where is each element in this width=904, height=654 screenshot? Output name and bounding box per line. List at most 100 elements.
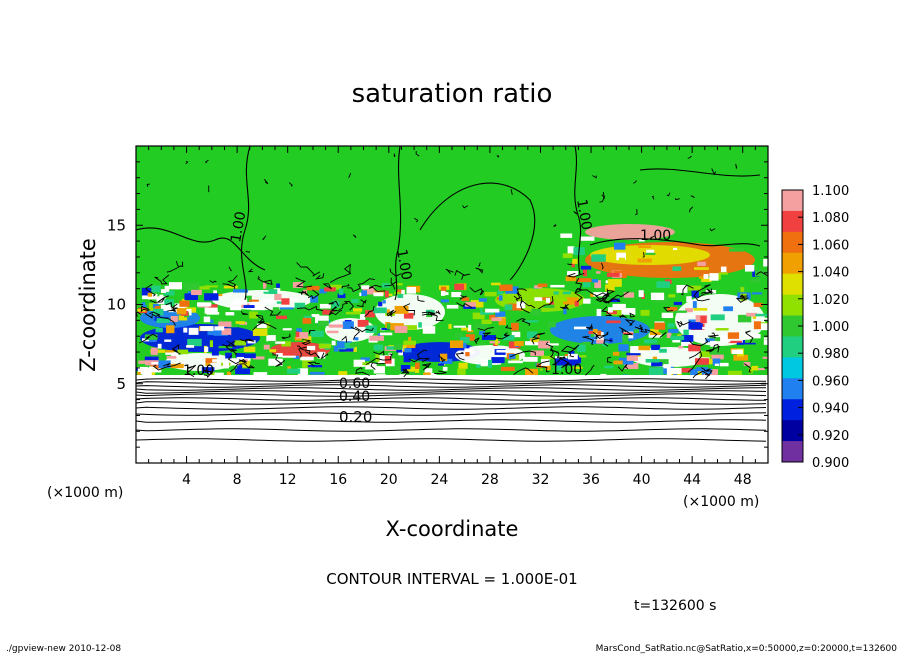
time-stamp: t=132600 s: [634, 598, 716, 614]
field-cell: [443, 292, 449, 296]
field-cell: [565, 275, 577, 282]
field-cell: [300, 356, 314, 361]
field-cell: [550, 284, 565, 288]
field-cell: [263, 291, 273, 294]
field-cell: [637, 258, 652, 263]
contour-line: [136, 401, 767, 405]
contour-line: [735, 294, 750, 303]
colorbar-swatch: [782, 231, 803, 254]
x-tick-label: 44: [683, 472, 701, 488]
plot-area: [136, 146, 768, 463]
colorbar-tick-label: 0.980: [812, 347, 849, 362]
field-cell: [138, 360, 146, 364]
field-cell: [595, 271, 601, 274]
field-cell: [667, 323, 675, 328]
contour-line: [301, 339, 311, 346]
field-cell: [336, 341, 352, 349]
field-cell: [263, 344, 270, 350]
x-tick-label: 20: [380, 472, 398, 488]
field-cell: [720, 335, 731, 343]
field-cell: [331, 300, 340, 309]
field-cell: [144, 334, 158, 340]
field-cell: [498, 318, 507, 326]
field-cell: [454, 283, 465, 290]
field-cell: [590, 333, 595, 338]
field-cell: [612, 303, 626, 310]
contour-line: [239, 338, 255, 343]
field-cell: [423, 372, 431, 375]
contour-line: [603, 339, 613, 347]
contour-line: [144, 312, 157, 319]
field-cell: [580, 236, 595, 241]
field-cell: [489, 340, 500, 344]
field-cell: [382, 300, 386, 304]
field-cell: [709, 337, 721, 342]
field-cell: [403, 344, 416, 350]
contour-line: [229, 363, 255, 373]
contour-lines: [136, 146, 768, 442]
field-cell: [440, 358, 453, 365]
field-cell: [608, 307, 613, 313]
field-cell: [688, 322, 703, 330]
field-cell: [354, 332, 368, 338]
field-cell: [630, 346, 645, 354]
contour-line: [582, 336, 595, 345]
contour-line: [445, 268, 454, 274]
field-cell: [567, 271, 579, 276]
field-cell: [531, 308, 542, 316]
contour-line: [592, 331, 609, 337]
field-cell: [247, 340, 256, 344]
field-cell: [733, 354, 749, 361]
contour-line: [373, 350, 385, 356]
field-cell: [141, 302, 146, 307]
field-cell: [440, 286, 447, 293]
contour-line: [136, 384, 767, 388]
colorbar-tick-label: 0.920: [812, 429, 849, 444]
field-cell: [306, 285, 320, 291]
field-cell: [530, 350, 545, 356]
contour-line: [186, 364, 197, 377]
field-cell: [155, 327, 163, 333]
field-cell: [507, 293, 515, 298]
contour-line: [594, 294, 621, 304]
field-cell: [199, 286, 210, 290]
field-cell: [576, 278, 592, 283]
field-cell: [499, 284, 513, 292]
contour-line: [149, 295, 169, 303]
field-cell: [153, 308, 164, 316]
field-cell: [324, 287, 336, 292]
contour-label: 1.00: [393, 248, 414, 281]
field-cell: [703, 273, 709, 279]
field-cell: [574, 300, 579, 307]
field-cell: [553, 291, 559, 295]
field-cell: [579, 355, 587, 358]
contour-line: [574, 277, 583, 303]
field-cell: [322, 309, 330, 315]
field-cell: [243, 346, 256, 353]
contour-line: [136, 378, 766, 382]
field-cell: [661, 312, 674, 319]
field-cell: [672, 337, 681, 343]
contour-line: [483, 332, 492, 338]
field-cell: [715, 328, 729, 331]
field-cell: [221, 328, 232, 335]
contour-line: [356, 299, 367, 308]
contour-line: [222, 340, 237, 347]
field-cell: [186, 309, 192, 316]
field-cell: [756, 368, 765, 371]
field-cell: [563, 299, 567, 305]
field-cell: [223, 361, 229, 369]
field-cell: [448, 324, 452, 329]
field-cell: [187, 338, 202, 347]
field-cell: [243, 359, 248, 363]
contour-line: [475, 267, 484, 274]
field-cell: [539, 297, 551, 300]
field-cell: [331, 340, 336, 346]
field-cell: [547, 321, 556, 328]
field-cell: [543, 304, 555, 309]
colorbar-tick-label: 1.000: [812, 320, 849, 335]
field-cell: [668, 328, 679, 334]
field-cell: [440, 353, 448, 361]
field-cell: [201, 367, 215, 373]
field-cell: [249, 311, 258, 319]
